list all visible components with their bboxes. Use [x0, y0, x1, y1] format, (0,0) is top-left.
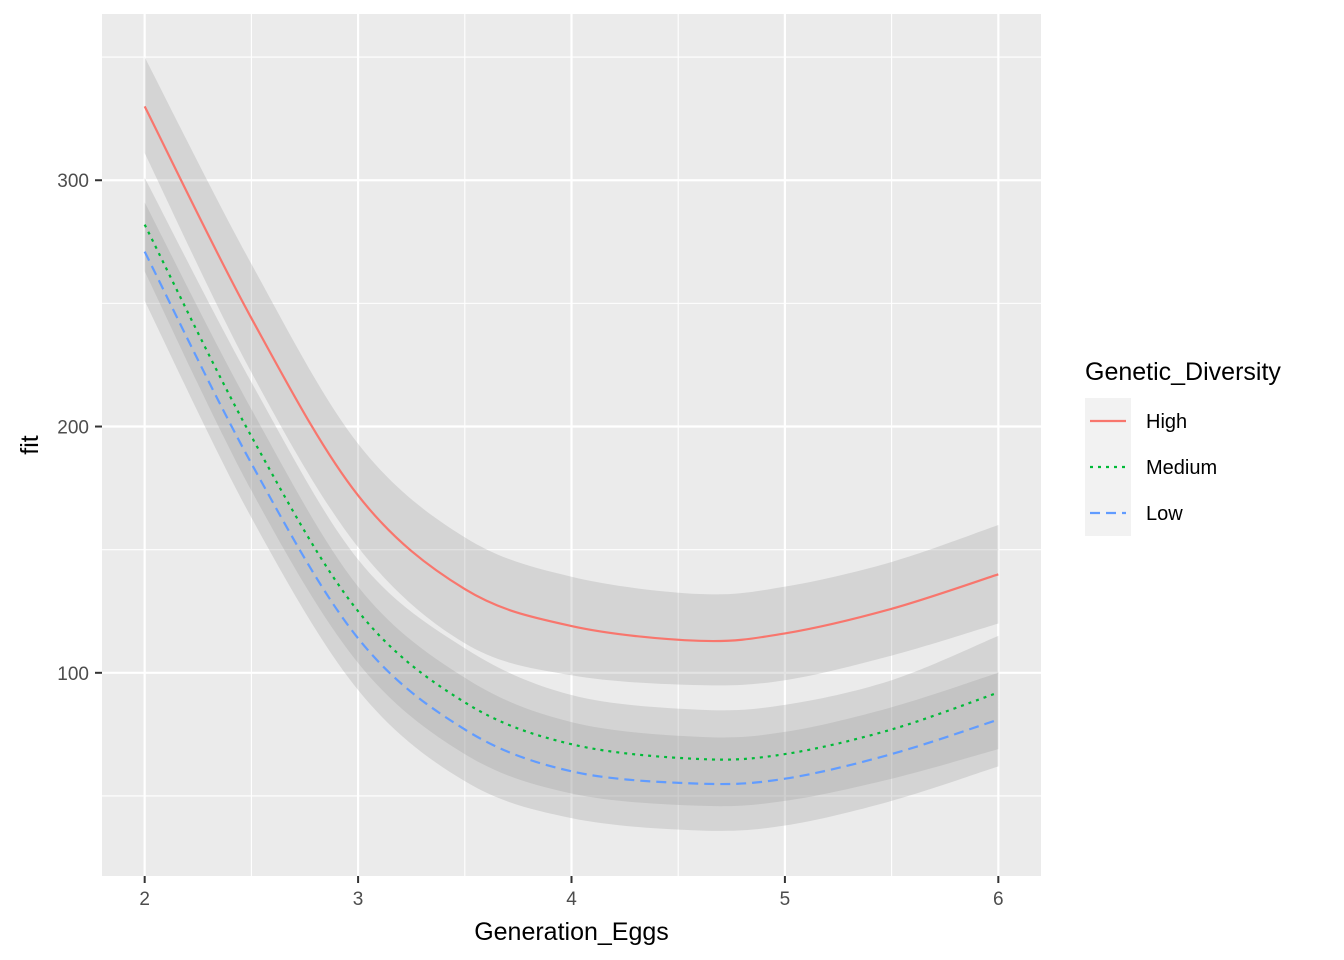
legend-item-high: High [1085, 398, 1187, 444]
major-gridlines [102, 14, 1041, 876]
x-tick-label: 5 [780, 889, 791, 910]
ribbon-high [144, 57, 999, 686]
x-tick-label: 2 [139, 889, 150, 910]
y-axis: 100 200 300 [57, 171, 102, 685]
x-tick-label: 4 [566, 889, 577, 910]
line-medium [143, 224, 999, 761]
ribbon-low [144, 202, 999, 831]
confidence-ribbons [144, 57, 999, 831]
y-tick-label: 200 [57, 418, 89, 439]
y-tick-label: 300 [57, 171, 89, 192]
legend-title: Genetic_Diversity [1085, 358, 1281, 386]
x-axis: 2 3 4 5 6 [139, 876, 1004, 910]
y-axis-title: fit [16, 435, 44, 455]
legend-item-medium: Medium [1085, 444, 1217, 490]
legend-label: Low [1146, 503, 1183, 525]
series-lines [143, 105, 999, 786]
legend-label: Medium [1146, 457, 1217, 479]
legend-items: High Medium Low [1085, 398, 1217, 536]
line-low [143, 251, 999, 786]
x-axis-title: Generation_Eggs [474, 918, 669, 946]
line-high [143, 105, 999, 643]
legend: Genetic_Diversity High Medium Low [1085, 358, 1281, 536]
x-tick-label: 3 [353, 889, 364, 910]
x-tick-label: 6 [993, 889, 1004, 910]
legend-item-low: Low [1085, 490, 1183, 536]
y-tick-label: 100 [57, 664, 89, 685]
legend-label: High [1146, 411, 1187, 433]
ribbon-medium [144, 177, 999, 807]
